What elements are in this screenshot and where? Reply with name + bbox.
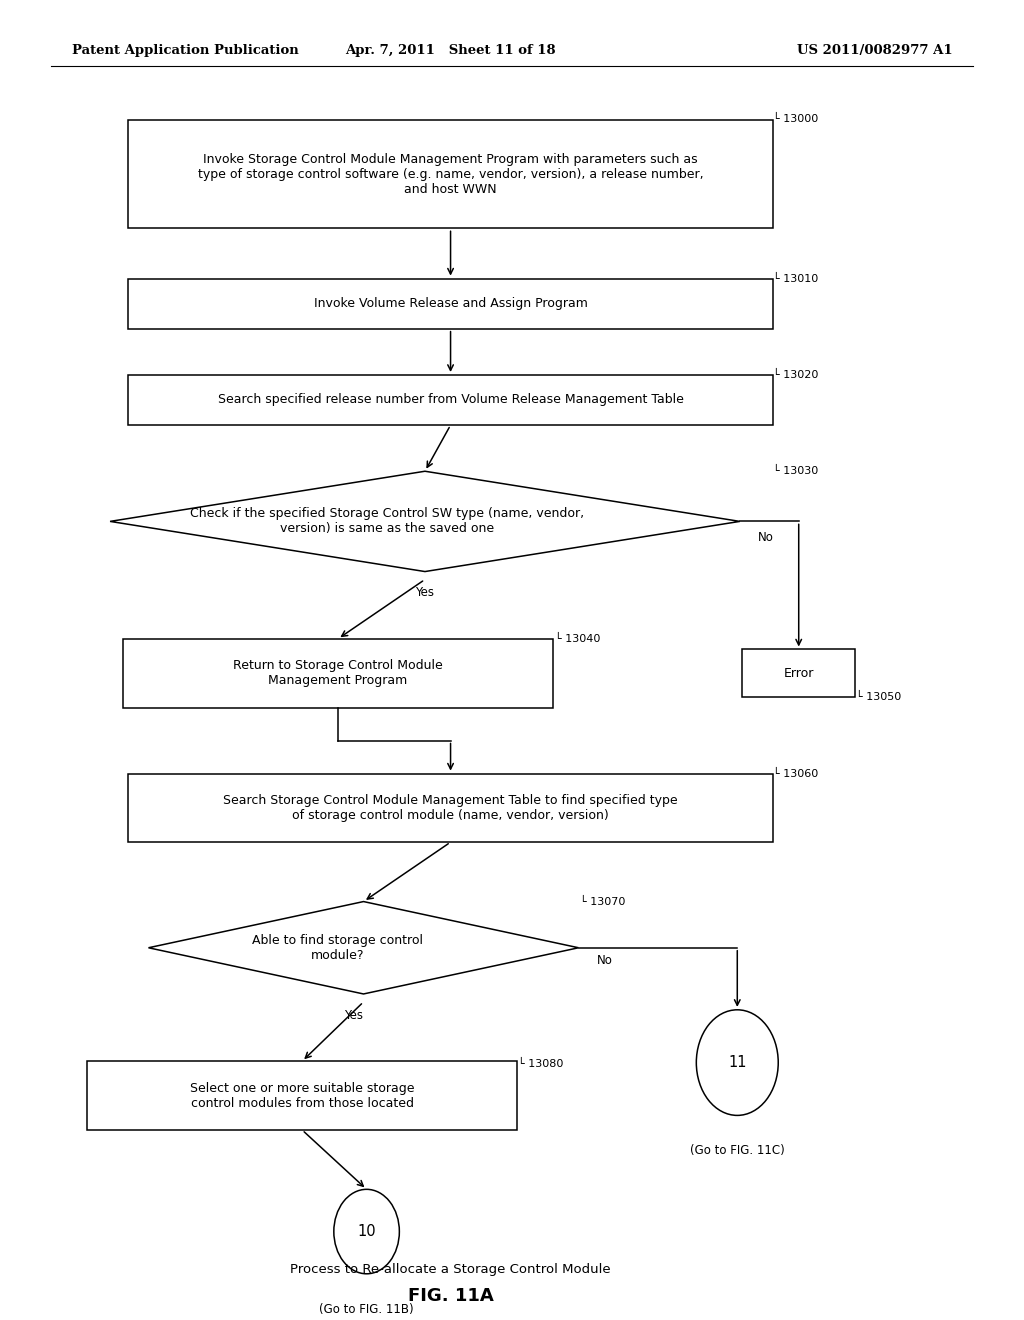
Circle shape: [334, 1189, 399, 1274]
Text: No: No: [597, 954, 613, 968]
Text: 10: 10: [357, 1224, 376, 1239]
Text: Yes: Yes: [344, 1008, 362, 1022]
Polygon shape: [148, 902, 579, 994]
Text: US 2011/0082977 A1: US 2011/0082977 A1: [797, 44, 952, 57]
Text: Error: Error: [783, 667, 814, 680]
Text: (Go to FIG. 11B): (Go to FIG. 11B): [319, 1303, 414, 1316]
Text: Search Storage Control Module Management Table to find specified type
of storage: Search Storage Control Module Management…: [223, 793, 678, 822]
Text: └ 13020: └ 13020: [773, 370, 818, 380]
Text: Invoke Volume Release and Assign Program: Invoke Volume Release and Assign Program: [313, 297, 588, 310]
Text: Patent Application Publication: Patent Application Publication: [72, 44, 298, 57]
Text: Return to Storage Control Module
Management Program: Return to Storage Control Module Managem…: [233, 659, 442, 688]
Text: └ 13060: └ 13060: [773, 768, 818, 779]
Text: No: No: [758, 531, 774, 544]
Text: 11: 11: [728, 1055, 746, 1071]
FancyBboxPatch shape: [128, 120, 773, 228]
Text: Select one or more suitable storage
control modules from those located: Select one or more suitable storage cont…: [189, 1081, 415, 1110]
Text: └ 13070: └ 13070: [580, 896, 625, 907]
Text: └ 13080: └ 13080: [518, 1059, 563, 1069]
FancyBboxPatch shape: [123, 639, 553, 708]
Text: └ 13030: └ 13030: [773, 466, 818, 477]
Polygon shape: [110, 471, 739, 572]
FancyBboxPatch shape: [742, 649, 855, 697]
Text: └ 13000: └ 13000: [773, 114, 818, 124]
FancyBboxPatch shape: [87, 1061, 517, 1130]
Text: Search specified release number from Volume Release Management Table: Search specified release number from Vol…: [218, 393, 683, 407]
Text: └ 13040: └ 13040: [555, 634, 600, 644]
Text: └ 13010: └ 13010: [773, 273, 818, 284]
Circle shape: [696, 1010, 778, 1115]
Text: Process to Re-allocate a Storage Control Module: Process to Re-allocate a Storage Control…: [290, 1263, 611, 1276]
Text: Able to find storage control
module?: Able to find storage control module?: [252, 933, 423, 962]
Text: Apr. 7, 2011   Sheet 11 of 18: Apr. 7, 2011 Sheet 11 of 18: [345, 44, 556, 57]
Text: Invoke Storage Control Module Management Program with parameters such as
type of: Invoke Storage Control Module Management…: [198, 153, 703, 195]
Text: (Go to FIG. 11C): (Go to FIG. 11C): [690, 1144, 784, 1158]
FancyBboxPatch shape: [128, 279, 773, 329]
Text: Check if the specified Storage Control SW type (name, vendor,
version) is same a: Check if the specified Storage Control S…: [190, 507, 585, 536]
FancyBboxPatch shape: [128, 375, 773, 425]
Text: FIG. 11A: FIG. 11A: [408, 1287, 494, 1305]
FancyBboxPatch shape: [128, 774, 773, 842]
Text: Yes: Yes: [416, 586, 434, 599]
Text: └ 13050: └ 13050: [856, 692, 901, 702]
